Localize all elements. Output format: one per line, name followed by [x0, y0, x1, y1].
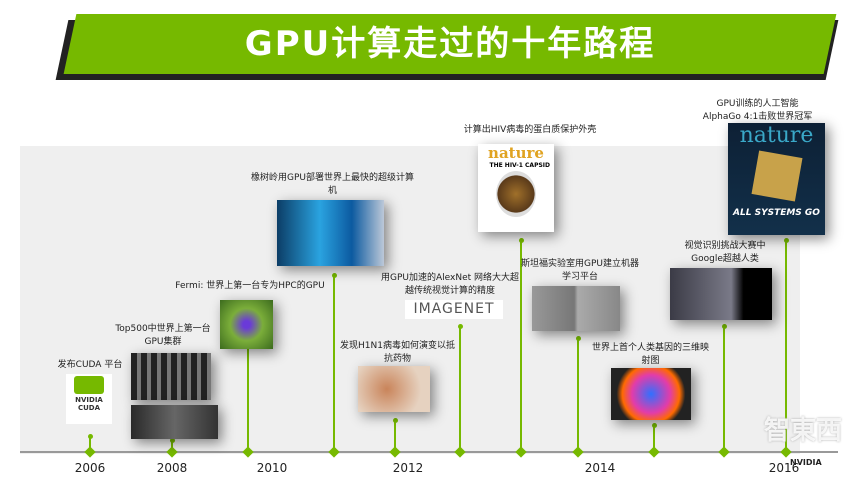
event-label-google: 视觉识别挑战大赛中Google超越人类 [684, 241, 766, 264]
nvidia-eye-icon [74, 376, 104, 394]
gpu-cluster-image [131, 353, 211, 400]
nature-masthead: nature [488, 144, 544, 162]
nature-masthead: nature [739, 123, 814, 148]
event-label-stanford: 斯坦福实验室用GPU建立机器学习平台 [521, 259, 639, 282]
face-cat-feature-image [532, 286, 620, 331]
stem [577, 338, 579, 452]
event-label-titan: 橡树岭用GPU部署世界上最快的超级计算机 [251, 173, 414, 196]
genome-3d-map-image [611, 368, 691, 420]
nature-alphago-cover: nature ALL SYSTEMS GO [728, 123, 825, 235]
stem-tip [457, 324, 463, 329]
cuda-logo-image: NVIDIA CUDA [66, 374, 112, 424]
stem [333, 275, 335, 452]
stem [723, 326, 725, 452]
stem [653, 425, 655, 452]
gpu-hardware-image [131, 405, 218, 439]
year-label: 2006 [74, 461, 106, 475]
year-label: 2010 [256, 461, 288, 475]
watermark: 智東西 [763, 416, 842, 446]
imagenet-logo: IMAGENET [405, 300, 503, 319]
stem [520, 240, 522, 452]
event-label-cuda: 发布CUDA 平台 [57, 360, 123, 370]
stem-tip [518, 238, 524, 243]
nvidia-logo: NVIDIA [790, 458, 822, 467]
cover-headline: THE HIV-1 CAPSID [489, 162, 551, 169]
year-label: 2014 [584, 461, 616, 475]
stem [785, 240, 787, 452]
cover-headline: ALL SYSTEMS GO [733, 208, 820, 218]
event-label-alexnet: 用GPU加速的AlexNet 网络大大超越传统视觉计算的精度 [380, 273, 519, 296]
stem-tip [331, 273, 337, 278]
h1n1-virus-image [358, 366, 430, 412]
cuda-logo-text: NVIDIA CUDA [75, 396, 103, 412]
year-label: 2016 [768, 461, 800, 475]
titan-supercomputer-image [277, 200, 384, 266]
stem-tip [783, 238, 789, 243]
year-label: 2012 [392, 461, 424, 475]
stem [247, 344, 249, 452]
capsid-graphic [496, 171, 536, 217]
go-board-graphic [751, 150, 802, 202]
year-label: 2008 [156, 461, 188, 475]
stem-tip [392, 418, 398, 423]
event-label-hiv: 计算出HIV病毒的蛋白质保护外壳 [463, 125, 597, 135]
fermi-chip-image [220, 300, 273, 349]
stem-tip [169, 438, 175, 443]
stem [394, 420, 396, 452]
stem [459, 326, 461, 452]
event-label-genome: 世界上首个人类基因的三维映射图 [591, 343, 709, 366]
event-label-h1n1: 发现H1N1病毒如何演变以抵抗药物 [340, 341, 455, 364]
event-label-alphago: GPU训练的人工智能AlphaGo 4:1击败世界冠军 [702, 99, 813, 122]
stem-tip [721, 324, 727, 329]
event-label-top500: Top500中世界上第一台GPU集群 [115, 324, 211, 347]
stem [171, 440, 173, 452]
stem-tip [575, 336, 581, 341]
timeline-axis [20, 451, 838, 453]
event-label-fermi: Fermi: 世界上第一台专为HPC的GPU [175, 281, 325, 291]
nature-hiv-cover: nature THE HIV-1 CAPSID [478, 144, 554, 232]
stem-tip [87, 434, 93, 439]
stem-tip [651, 423, 657, 428]
page-title: GPU计算走过的十年路程 [244, 24, 656, 64]
object-detection-image [670, 268, 772, 320]
stem [89, 436, 91, 452]
